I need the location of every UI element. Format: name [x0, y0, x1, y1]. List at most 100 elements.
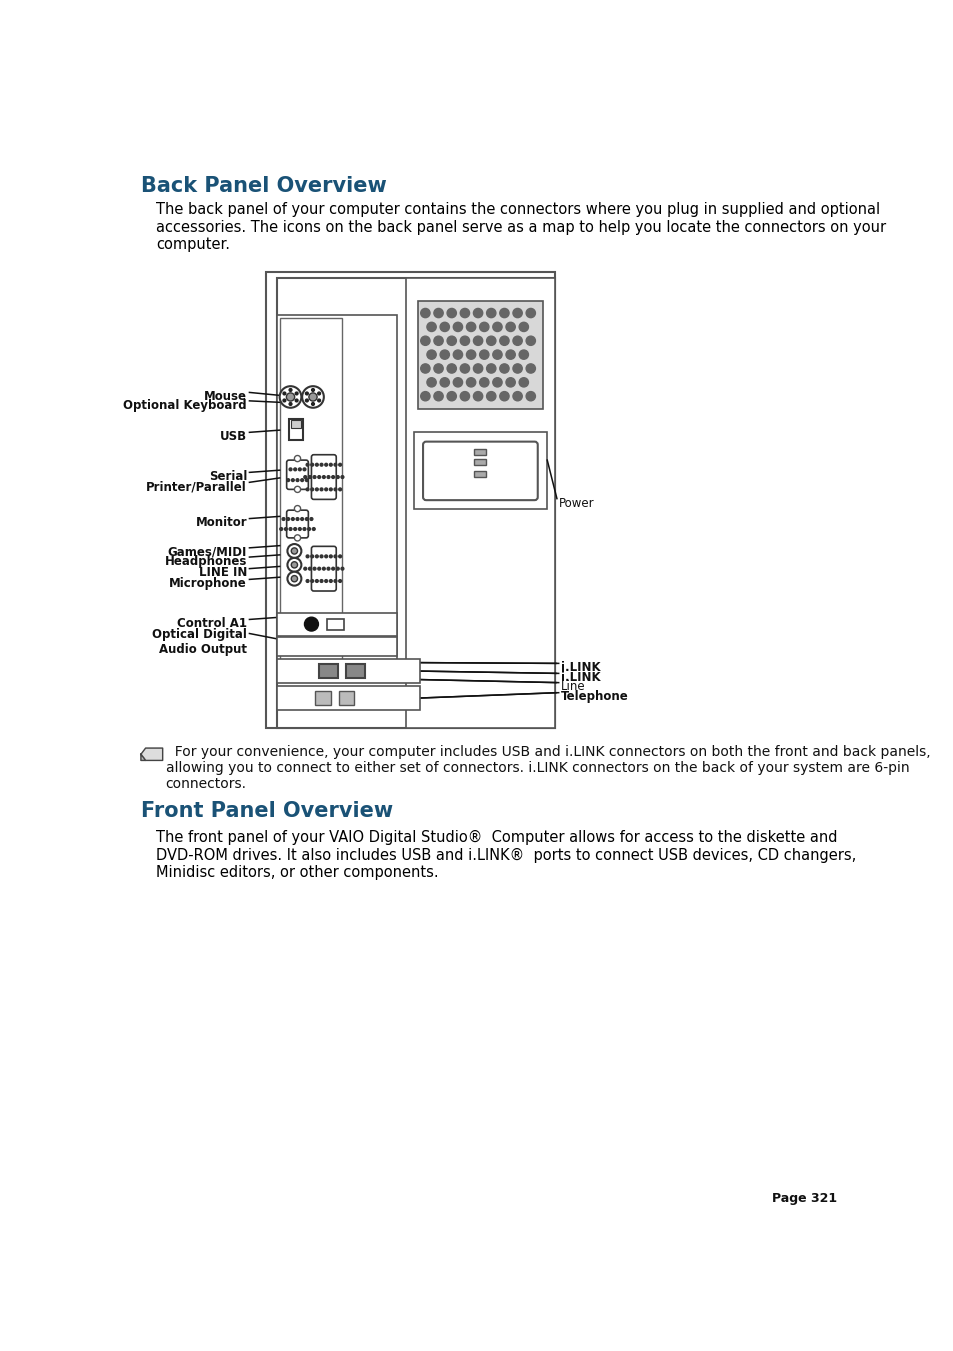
Circle shape	[312, 528, 314, 531]
Circle shape	[466, 323, 476, 331]
Bar	[266, 273, 555, 728]
Circle shape	[439, 350, 449, 359]
Circle shape	[341, 567, 343, 570]
Circle shape	[282, 517, 285, 520]
Bar	[474, 450, 485, 455]
Circle shape	[287, 478, 290, 481]
Circle shape	[518, 323, 528, 331]
Circle shape	[439, 323, 449, 331]
Circle shape	[289, 403, 292, 405]
Circle shape	[311, 463, 314, 466]
Circle shape	[291, 562, 297, 567]
Circle shape	[289, 467, 292, 470]
Circle shape	[420, 336, 430, 346]
Circle shape	[308, 567, 311, 570]
Text: Printer/Parallel: Printer/Parallel	[146, 480, 247, 493]
Circle shape	[525, 308, 535, 317]
Circle shape	[473, 363, 482, 373]
Circle shape	[313, 567, 315, 570]
Bar	[289, 419, 303, 440]
Circle shape	[283, 399, 286, 401]
Circle shape	[294, 486, 300, 493]
Circle shape	[447, 392, 456, 401]
Circle shape	[279, 386, 301, 408]
Circle shape	[287, 558, 301, 571]
FancyBboxPatch shape	[286, 511, 308, 538]
Circle shape	[311, 555, 314, 558]
Circle shape	[329, 555, 332, 558]
Text: Optical Digital
Audio Output: Optical Digital Audio Output	[152, 628, 247, 657]
Circle shape	[294, 528, 296, 531]
Circle shape	[304, 476, 306, 478]
Circle shape	[309, 393, 316, 401]
Bar	[417, 301, 542, 409]
Circle shape	[295, 478, 298, 481]
Text: Power: Power	[558, 497, 594, 511]
Circle shape	[453, 378, 462, 386]
Circle shape	[292, 517, 294, 520]
Circle shape	[338, 488, 341, 490]
Polygon shape	[141, 754, 146, 761]
Circle shape	[334, 555, 336, 558]
Circle shape	[332, 476, 335, 478]
Text: Monitor: Monitor	[195, 516, 247, 530]
Circle shape	[420, 308, 430, 317]
Circle shape	[499, 392, 509, 401]
Bar	[315, 692, 331, 705]
Circle shape	[294, 513, 300, 519]
Circle shape	[304, 617, 318, 631]
Circle shape	[525, 336, 535, 346]
Circle shape	[499, 363, 509, 373]
Circle shape	[289, 528, 292, 531]
Bar	[291, 420, 301, 428]
Circle shape	[434, 336, 443, 346]
Circle shape	[447, 363, 456, 373]
Circle shape	[336, 567, 339, 570]
Circle shape	[486, 392, 496, 401]
Bar	[280, 319, 342, 677]
Circle shape	[338, 463, 341, 466]
FancyBboxPatch shape	[422, 442, 537, 500]
Circle shape	[310, 517, 313, 520]
Text: Serial: Serial	[209, 470, 247, 484]
Bar	[276, 278, 555, 728]
Circle shape	[459, 392, 469, 401]
FancyBboxPatch shape	[311, 455, 335, 500]
Circle shape	[291, 549, 297, 554]
Circle shape	[298, 528, 301, 531]
Circle shape	[294, 535, 300, 540]
Circle shape	[505, 323, 515, 331]
Circle shape	[505, 378, 515, 386]
Circle shape	[447, 336, 456, 346]
Circle shape	[334, 488, 336, 490]
Text: i.LINK: i.LINK	[560, 661, 600, 674]
Circle shape	[334, 463, 336, 466]
Circle shape	[513, 363, 521, 373]
Circle shape	[279, 528, 282, 531]
Bar	[276, 315, 396, 681]
Circle shape	[304, 567, 306, 570]
Circle shape	[306, 555, 309, 558]
Circle shape	[317, 399, 320, 401]
Text: The front panel of your VAIO Digital Studio®  Computer allows for access to the : The front panel of your VAIO Digital Stu…	[156, 831, 856, 881]
Circle shape	[294, 467, 296, 470]
Circle shape	[486, 308, 496, 317]
Circle shape	[505, 350, 515, 359]
Circle shape	[341, 476, 343, 478]
Text: i.LINK: i.LINK	[560, 671, 600, 684]
Circle shape	[300, 517, 303, 520]
Circle shape	[315, 488, 318, 490]
Circle shape	[322, 567, 325, 570]
Circle shape	[479, 378, 488, 386]
Bar	[276, 612, 396, 636]
Text: Headphones: Headphones	[165, 555, 247, 567]
Circle shape	[313, 476, 315, 478]
Circle shape	[466, 378, 476, 386]
Circle shape	[434, 363, 443, 373]
Circle shape	[305, 517, 308, 520]
Circle shape	[286, 393, 294, 401]
Circle shape	[513, 392, 521, 401]
Circle shape	[324, 555, 327, 558]
Bar	[327, 619, 344, 630]
Circle shape	[303, 467, 306, 470]
